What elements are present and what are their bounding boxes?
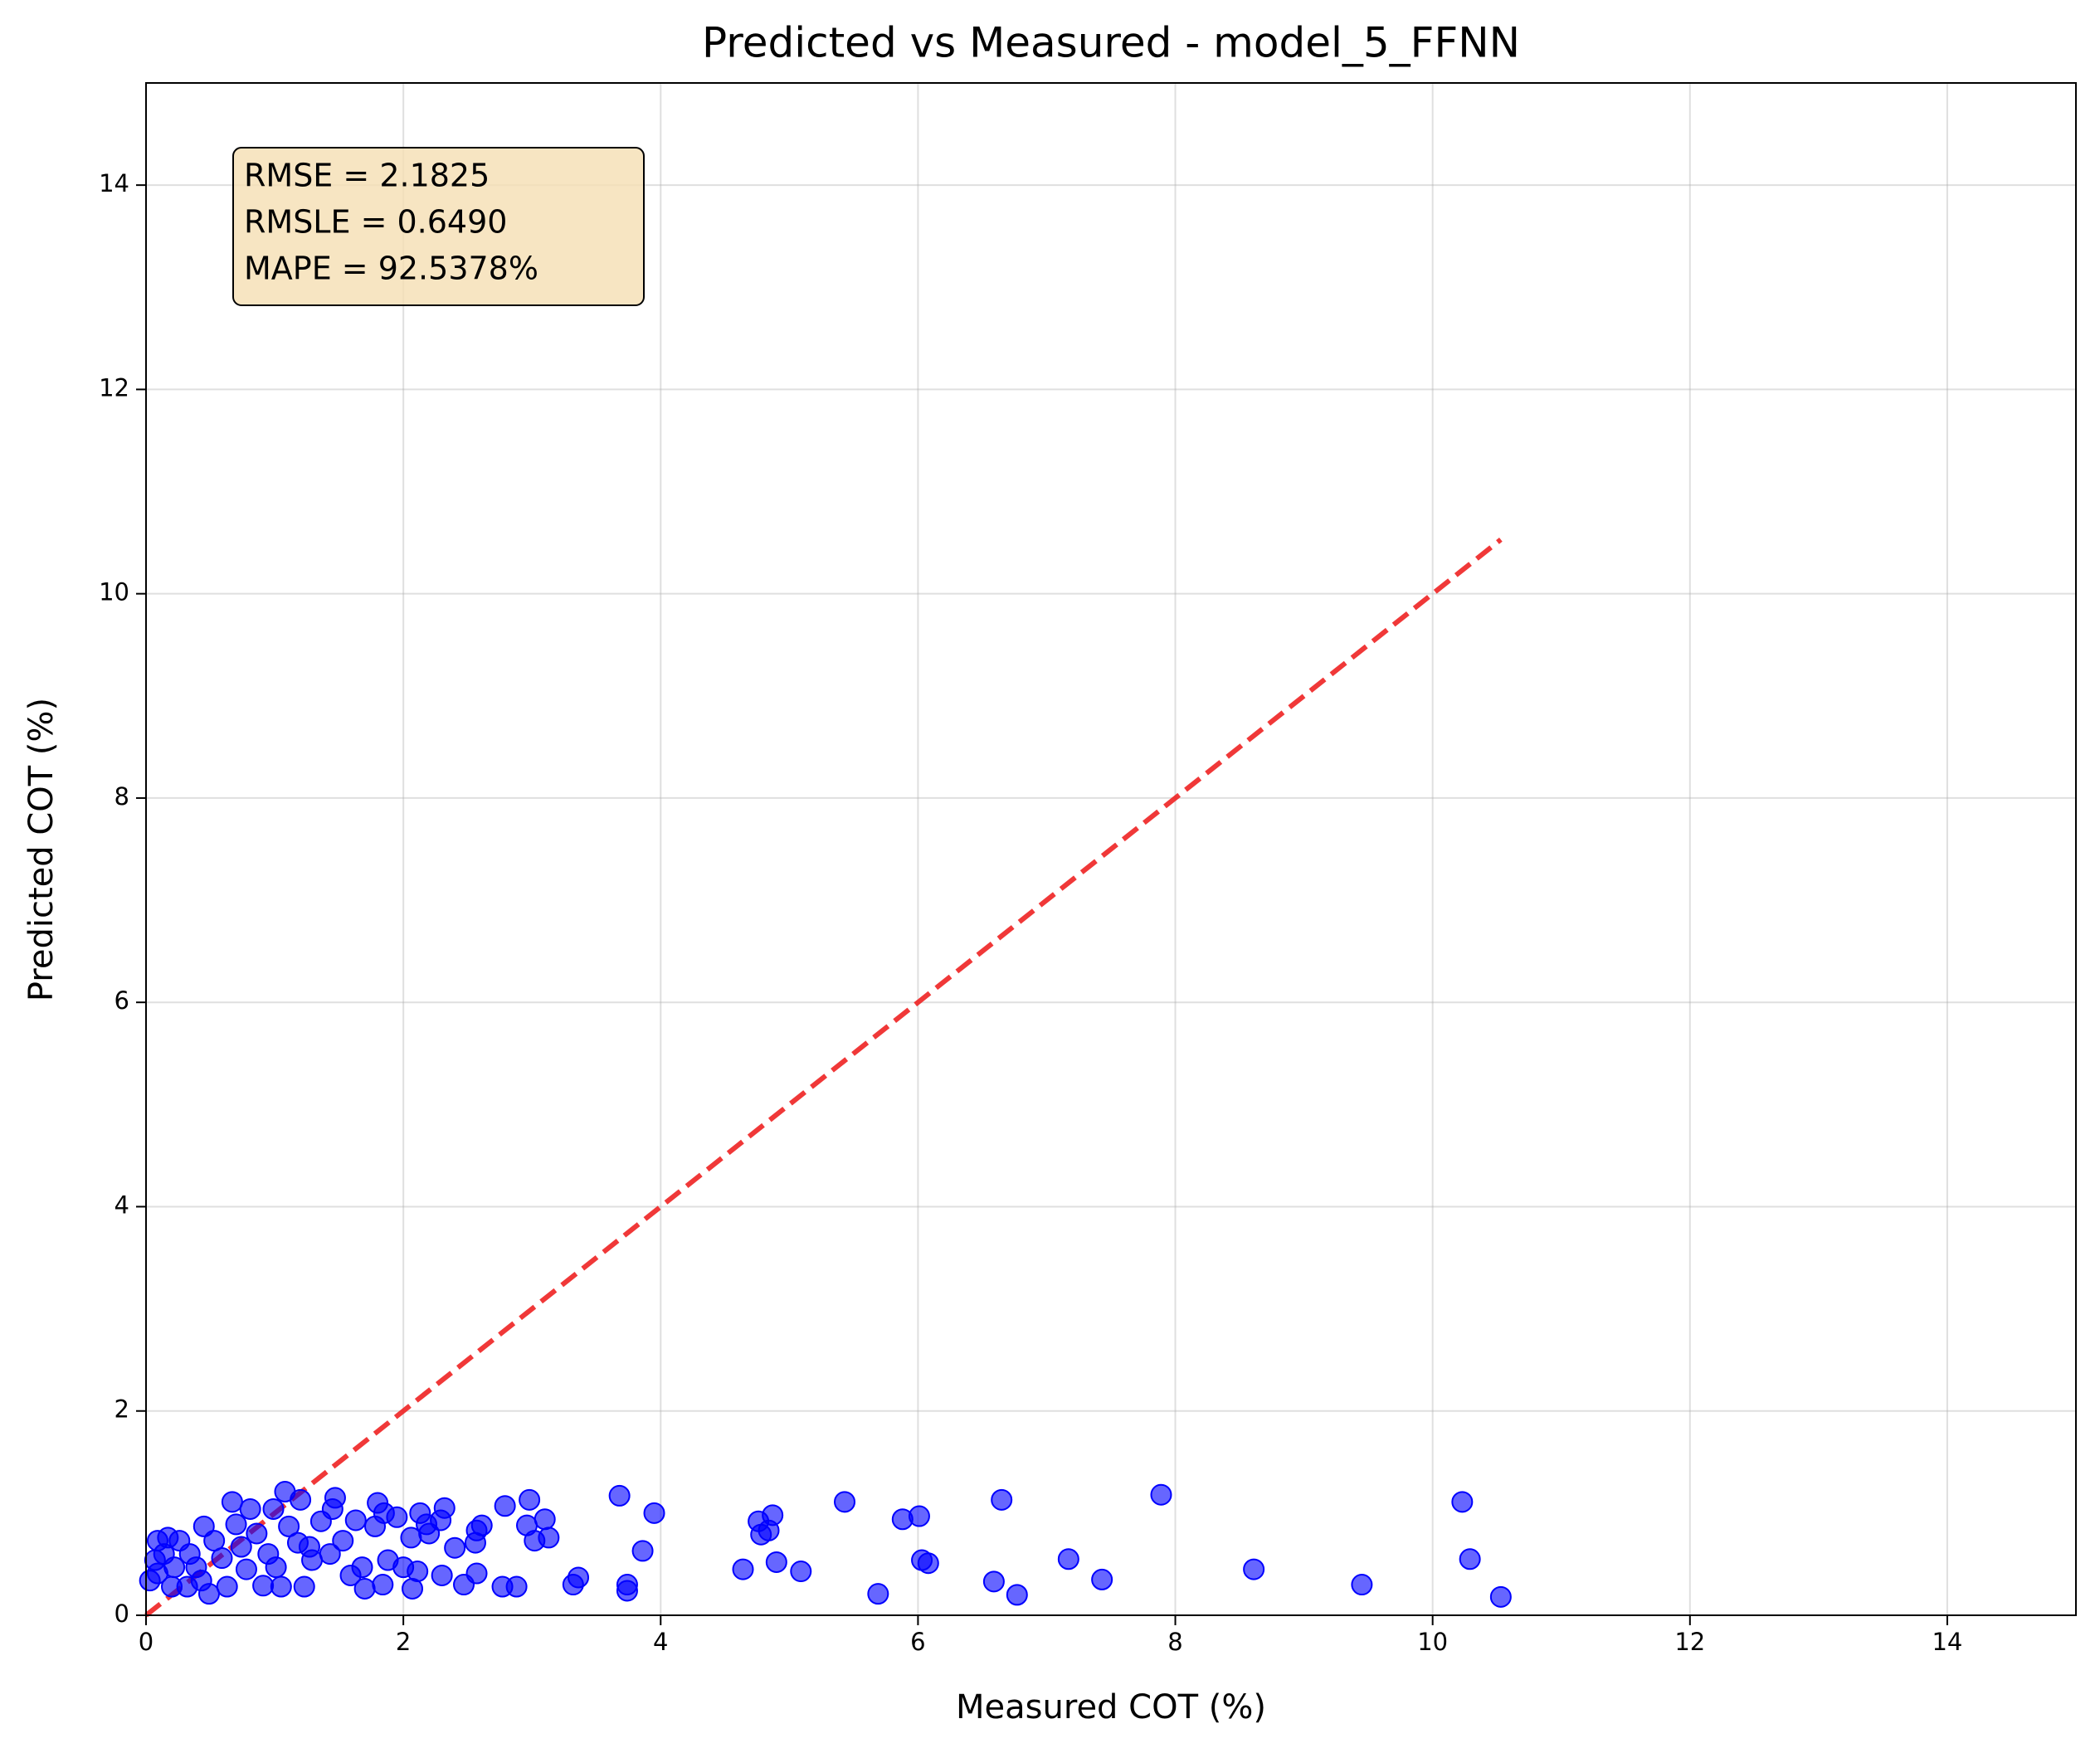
point — [144, 1549, 166, 1571]
stats-text: RMSE = 2.1825 — [244, 158, 490, 194]
point — [519, 1488, 541, 1511]
point — [431, 1564, 453, 1586]
point — [319, 1543, 341, 1566]
x-tick-label: 6 — [910, 1628, 925, 1656]
point — [732, 1558, 754, 1580]
point — [265, 1556, 287, 1579]
point — [1150, 1483, 1172, 1506]
point — [190, 1570, 212, 1592]
point — [262, 1497, 285, 1520]
point — [515, 1514, 538, 1536]
point — [908, 1505, 930, 1527]
x-tick-label: 14 — [1932, 1628, 1962, 1656]
point — [534, 1508, 556, 1531]
x-tick-label: 2 — [396, 1628, 411, 1656]
stats-text: MAPE = 92.5378% — [244, 251, 538, 287]
stats-text: RMSLE = 0.6490 — [244, 204, 507, 241]
point — [991, 1488, 1013, 1511]
point — [239, 1497, 261, 1520]
point — [1006, 1584, 1028, 1606]
point — [161, 1575, 183, 1598]
point — [364, 1515, 387, 1537]
point — [631, 1540, 654, 1562]
y-tick-label: 6 — [115, 986, 129, 1015]
point — [293, 1575, 315, 1598]
point — [867, 1583, 889, 1605]
chart-title: Predicted vs Measured - model_5_FFNN — [702, 19, 1520, 67]
reference-line — [144, 538, 1503, 1618]
point — [494, 1495, 516, 1517]
point — [1057, 1548, 1079, 1570]
point — [568, 1566, 590, 1589]
point — [982, 1570, 1005, 1593]
point — [367, 1492, 389, 1514]
point — [1091, 1568, 1113, 1590]
y-axis-label: Predicted COT (%) — [22, 698, 61, 1001]
y-tick-label: 2 — [115, 1395, 129, 1424]
point — [1351, 1574, 1373, 1596]
point — [750, 1523, 772, 1546]
x-tick-label: 4 — [653, 1628, 668, 1656]
point — [444, 1536, 466, 1559]
point — [643, 1502, 665, 1524]
point — [246, 1522, 268, 1545]
y-tick-label: 14 — [99, 169, 129, 197]
point — [790, 1561, 812, 1583]
point — [400, 1527, 422, 1549]
point — [252, 1575, 275, 1597]
y-tick-label: 10 — [99, 578, 129, 606]
x-tick-label: 12 — [1674, 1628, 1705, 1656]
stats-box — [232, 147, 645, 306]
x-axis-label: Measured COT (%) — [956, 1688, 1266, 1726]
point — [230, 1536, 252, 1558]
point — [917, 1552, 939, 1575]
point — [453, 1574, 475, 1596]
point — [216, 1575, 238, 1598]
point — [332, 1530, 354, 1552]
point — [309, 1510, 332, 1532]
point — [353, 1577, 376, 1600]
point — [1451, 1491, 1474, 1513]
point — [221, 1491, 243, 1513]
point — [270, 1575, 292, 1598]
y-tick-label: 4 — [115, 1191, 129, 1219]
point — [146, 1530, 168, 1552]
y-tick-label: 0 — [115, 1600, 129, 1628]
point — [372, 1574, 394, 1596]
y-tick-label: 8 — [115, 782, 129, 811]
point — [1243, 1558, 1265, 1580]
point — [344, 1509, 367, 1531]
point — [192, 1515, 215, 1537]
point — [765, 1551, 787, 1573]
point — [286, 1531, 309, 1554]
point — [409, 1502, 431, 1524]
plot-frame — [145, 82, 2077, 1616]
y-tick-label: 12 — [99, 373, 129, 402]
point — [392, 1556, 415, 1579]
point — [339, 1564, 362, 1586]
point — [464, 1531, 486, 1554]
point — [278, 1515, 300, 1537]
x-tick-label: 10 — [1417, 1628, 1448, 1656]
point — [139, 1570, 161, 1592]
point — [225, 1513, 247, 1536]
point — [608, 1484, 631, 1507]
point — [235, 1558, 257, 1580]
x-tick-label: 8 — [1167, 1628, 1182, 1656]
x-tick-label: 0 — [139, 1628, 153, 1656]
point — [491, 1575, 514, 1598]
point — [1489, 1585, 1512, 1608]
point — [1459, 1548, 1481, 1570]
point — [274, 1481, 296, 1503]
point — [616, 1580, 638, 1602]
point — [834, 1491, 856, 1513]
